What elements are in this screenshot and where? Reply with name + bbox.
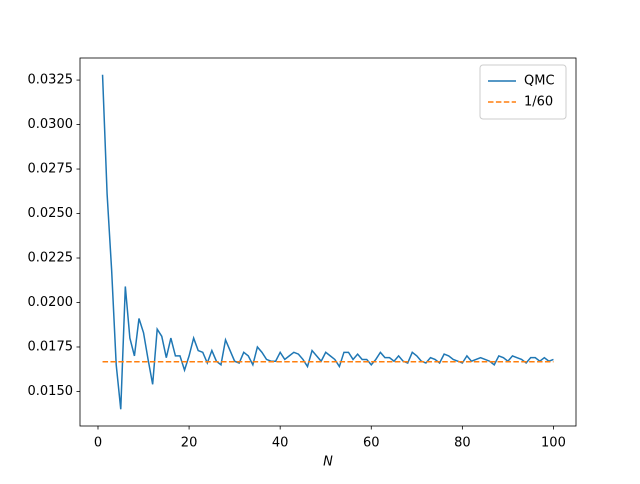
y-tick-label: 0.0225 [28, 251, 74, 266]
x-axis-label: N [323, 455, 333, 470]
y-tick-label: 0.0200 [28, 295, 74, 310]
x-tick-label: 80 [454, 436, 471, 451]
data-line [101, 74, 554, 410]
y-tick-label: 0.0175 [28, 339, 74, 354]
x-tick-label: 100 [541, 436, 566, 451]
x-tick-label: 20 [181, 436, 198, 451]
y-tick-label: 0.0325 [28, 73, 74, 88]
x-tick-label: 40 [272, 436, 289, 451]
legend-label: QMC [524, 74, 555, 89]
y-tick-label: 0.0150 [28, 384, 74, 399]
y-tick-label: 0.0275 [28, 162, 74, 177]
y-tick-label: 0.0300 [28, 117, 74, 132]
legend-label: 1/60 [524, 95, 553, 110]
x-tick-label: 0 [94, 436, 102, 451]
legend-box [479, 64, 567, 120]
x-tick-label: 60 [363, 436, 380, 451]
y-tick-label: 0.0250 [28, 206, 74, 221]
plot-frame [79, 57, 577, 427]
